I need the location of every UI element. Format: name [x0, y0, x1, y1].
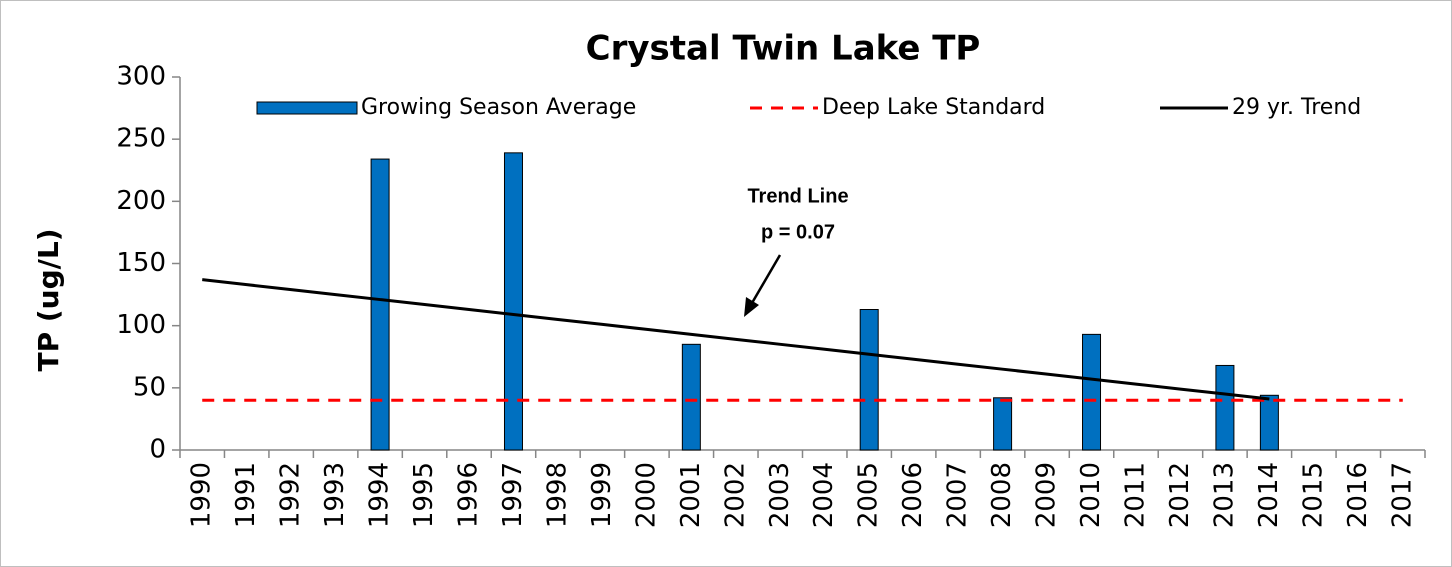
x-tick-label: 2005	[854, 462, 884, 528]
bar	[503, 152, 523, 451]
x-tick-label: 2009	[1032, 462, 1062, 528]
bar	[859, 309, 879, 451]
x-tick-label: 2006	[898, 462, 928, 528]
annotation-arrow	[750, 254, 782, 304]
bar	[1082, 333, 1102, 451]
y-tick-label: 0	[149, 435, 166, 465]
y-tick-label: 150	[116, 248, 166, 278]
x-tick-label: 2000	[631, 462, 661, 528]
x-tick-label: 1990	[187, 462, 217, 528]
chart-title: Crystal Twin Lake TP	[586, 29, 981, 69]
y-tick-label: 250	[116, 124, 166, 154]
bar	[681, 343, 701, 451]
x-tick-label: 1992	[276, 462, 306, 528]
x-tick-label: 1998	[542, 462, 572, 528]
x-tick-label: 2008	[987, 462, 1017, 528]
x-tick-label: 2014	[1254, 462, 1284, 528]
x-tick-label: 2001	[676, 462, 706, 528]
x-tick-label: 2007	[943, 462, 973, 528]
annotation: Trend Line	[747, 185, 848, 207]
annotation: p = 0.07	[761, 221, 835, 243]
x-tick-label: 1993	[320, 462, 350, 528]
x-tick-label: 1991	[231, 462, 261, 528]
legend-label: 29 yr. Trend	[1232, 95, 1361, 120]
x-tick-label: 2017	[1387, 462, 1417, 528]
x-tick-label: 2010	[1076, 462, 1106, 528]
x-tick-label: 2012	[1165, 462, 1195, 528]
x-tick-label: 2015	[1298, 462, 1328, 528]
y-tick-label: 100	[116, 310, 166, 340]
x-tick-label: 2016	[1343, 462, 1373, 528]
x-tick-label: 2002	[720, 462, 750, 528]
y-tick-label: 300	[116, 62, 166, 92]
x-tick-label: 1994	[365, 462, 395, 528]
legend-swatch	[256, 101, 358, 115]
y-tick-label: 200	[116, 186, 166, 216]
legend-label: Growing Season Average	[361, 95, 636, 120]
x-tick-label: 1999	[587, 462, 617, 528]
x-tick-label: 2003	[765, 462, 795, 528]
x-tick-label: 2004	[809, 462, 839, 528]
y-tick-label: 50	[133, 372, 166, 402]
x-tick-label: 1995	[409, 462, 439, 528]
x-tick-label: 2013	[1209, 462, 1239, 528]
bar	[1259, 394, 1279, 451]
y-axis-label: TP (ug/L)	[32, 228, 65, 371]
annotation-arrowhead	[744, 297, 759, 317]
bar	[993, 397, 1013, 451]
bar	[370, 158, 390, 451]
x-tick-label: 1997	[498, 462, 528, 528]
x-tick-label: 2011	[1120, 462, 1150, 528]
legend-label: Deep Lake Standard	[822, 95, 1045, 120]
x-tick-label: 1996	[454, 462, 484, 528]
trend-line	[202, 278, 1270, 401]
bar	[1215, 364, 1235, 451]
